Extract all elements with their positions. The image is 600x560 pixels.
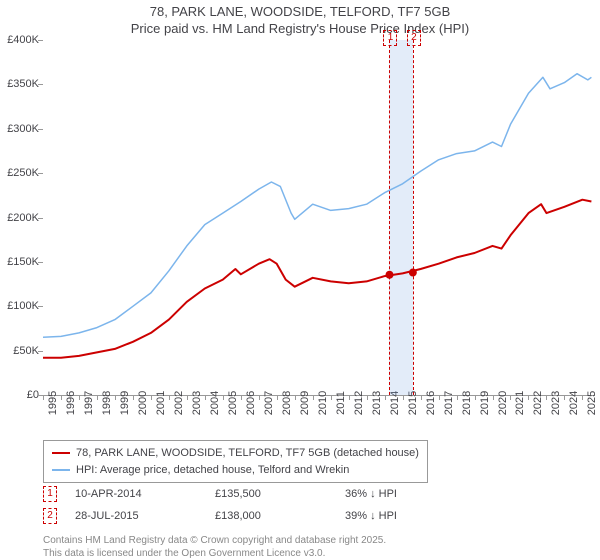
x-tick — [331, 395, 332, 400]
x-tick — [187, 395, 188, 400]
x-tick — [439, 395, 440, 400]
x-tick — [349, 395, 350, 400]
y-tick-label: £100K — [1, 300, 39, 312]
sale-row: 2 28-JUL-2015£138,00039% ↓ HPI — [43, 508, 465, 524]
sale-price: £135,500 — [215, 488, 345, 500]
sale-point-dot — [409, 269, 417, 277]
x-tick — [115, 395, 116, 400]
y-tick-label: £300K — [1, 123, 39, 135]
sale-row-badge: 2 — [43, 508, 57, 524]
legend-item: HPI: Average price, detached house, Telf… — [52, 462, 419, 479]
x-tick — [295, 395, 296, 400]
x-tick — [457, 395, 458, 400]
x-tick — [421, 395, 422, 400]
x-tick — [277, 395, 278, 400]
x-tick — [151, 395, 152, 400]
x-tick — [385, 395, 386, 400]
series-price_paid — [43, 200, 591, 358]
x-tick — [169, 395, 170, 400]
sale-pct: 36% ↓ HPI — [345, 488, 465, 500]
y-tick-label: £350K — [1, 78, 39, 90]
x-tick — [97, 395, 98, 400]
sale-price: £138,000 — [215, 510, 345, 522]
series-svg — [43, 40, 595, 395]
legend-label: 78, PARK LANE, WOODSIDE, TELFORD, TF7 5G… — [76, 445, 419, 462]
x-tick — [205, 395, 206, 400]
chart-container: 78, PARK LANE, WOODSIDE, TELFORD, TF7 5G… — [0, 0, 600, 560]
y-tick-label: £0 — [1, 389, 39, 401]
series-hpi — [43, 74, 591, 338]
x-tick — [223, 395, 224, 400]
sale-point-dot — [385, 271, 393, 279]
legend-swatch — [52, 452, 70, 454]
x-tick — [475, 395, 476, 400]
sale-row: 1 10-APR-2014£135,50036% ↓ HPI — [43, 486, 465, 502]
x-tick — [43, 395, 44, 400]
chart-title-1: 78, PARK LANE, WOODSIDE, TELFORD, TF7 5G… — [0, 0, 600, 21]
footer-line2: This data is licensed under the Open Gov… — [43, 547, 386, 560]
footer-line1: Contains HM Land Registry data © Crown c… — [43, 534, 386, 547]
x-tick — [582, 395, 583, 400]
x-tick — [79, 395, 80, 400]
y-tick-label: £150K — [1, 256, 39, 268]
sale-row-badge: 1 — [43, 486, 57, 502]
x-tick — [367, 395, 368, 400]
y-tick-label: £50K — [1, 345, 39, 357]
x-tick — [510, 395, 511, 400]
x-tick — [564, 395, 565, 400]
sale-date: 28-JUL-2015 — [75, 510, 215, 522]
x-tick — [493, 395, 494, 400]
x-tick — [313, 395, 314, 400]
x-tick — [61, 395, 62, 400]
chart-title-2: Price paid vs. HM Land Registry's House … — [0, 21, 600, 38]
y-tick-label: £400K — [1, 34, 39, 46]
x-tick — [546, 395, 547, 400]
x-tick — [259, 395, 260, 400]
footer-attribution: Contains HM Land Registry data © Crown c… — [43, 534, 386, 560]
sale-pct: 39% ↓ HPI — [345, 510, 465, 522]
legend-swatch — [52, 469, 70, 471]
legend-label: HPI: Average price, detached house, Telf… — [76, 462, 349, 479]
y-tick-label: £200K — [1, 212, 39, 224]
y-tick-label: £250K — [1, 167, 39, 179]
legend: 78, PARK LANE, WOODSIDE, TELFORD, TF7 5G… — [43, 440, 428, 483]
x-tick — [528, 395, 529, 400]
x-tick — [241, 395, 242, 400]
sale-date: 10-APR-2014 — [75, 488, 215, 500]
legend-item: 78, PARK LANE, WOODSIDE, TELFORD, TF7 5G… — [52, 445, 419, 462]
plot-area: £0£50K£100K£150K£200K£250K£300K£350K£400… — [43, 40, 595, 396]
x-tick — [403, 395, 404, 400]
x-tick — [133, 395, 134, 400]
